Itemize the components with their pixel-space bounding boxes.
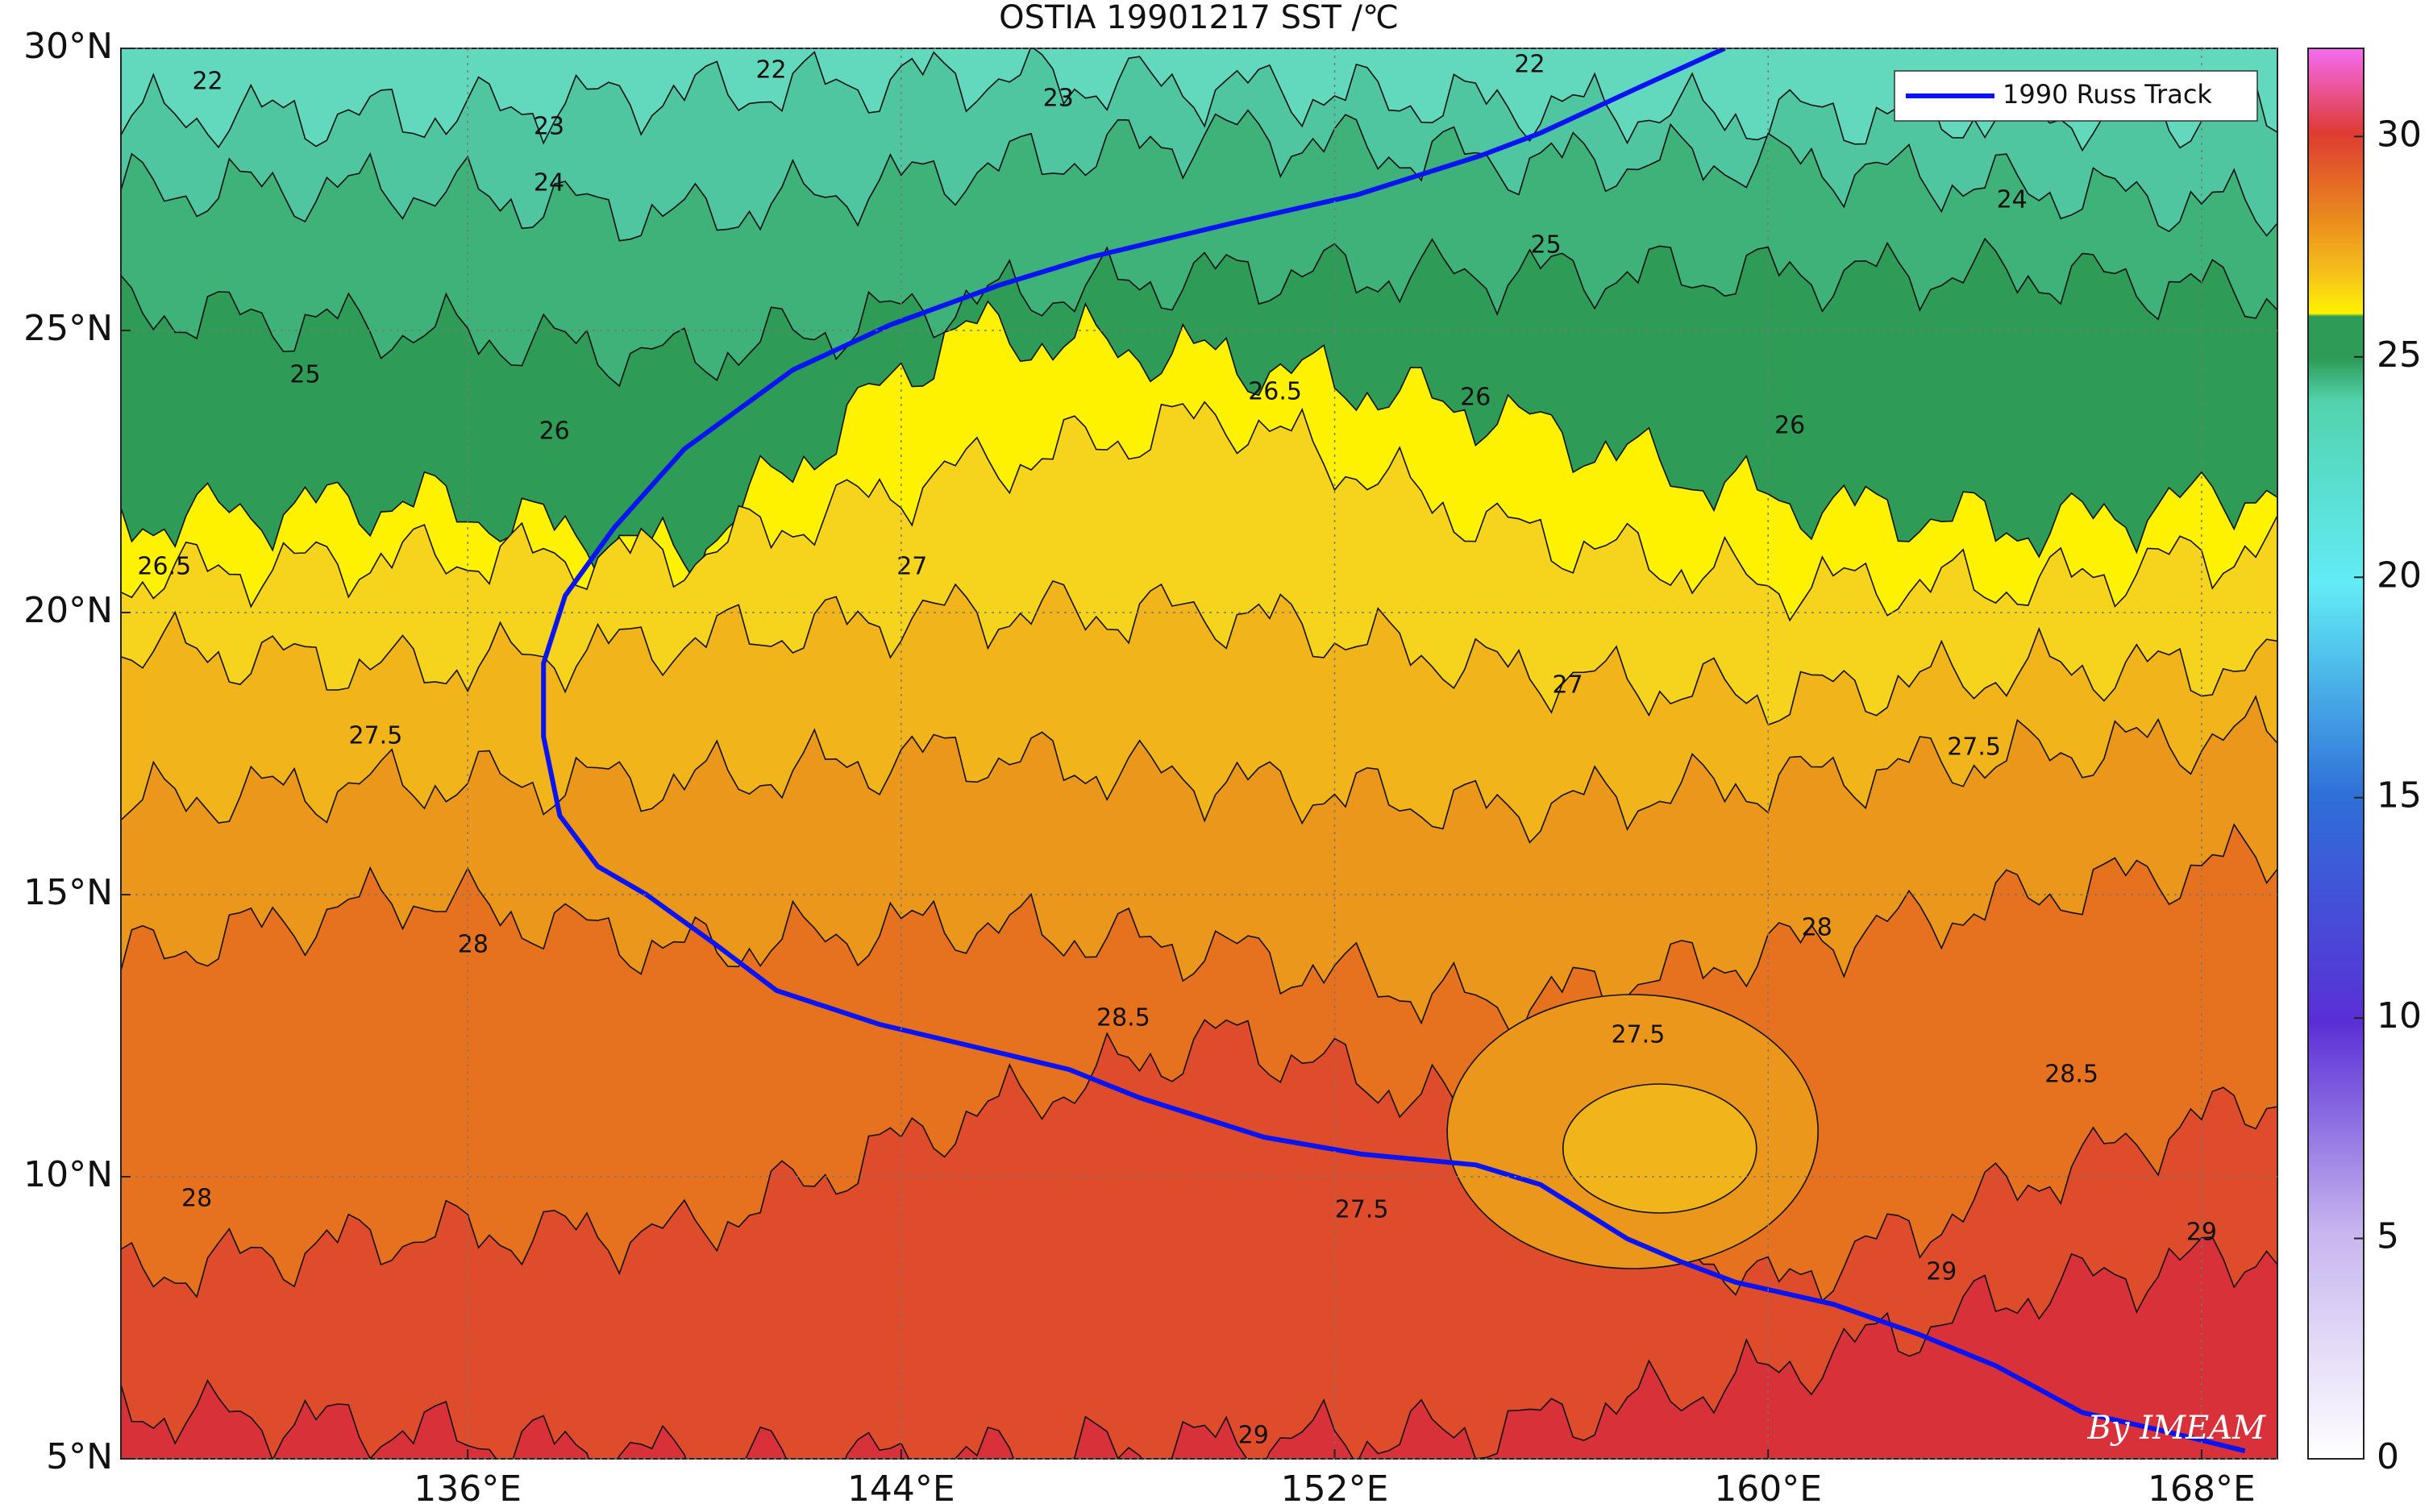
contour-line [121, 401, 2277, 622]
y-tick-label: 25°N [23, 308, 113, 349]
contour-line [121, 300, 2277, 584]
contour-label: 27.5 [348, 722, 402, 750]
plot-frame [120, 48, 2278, 1460]
colorbar-tick-label: 30 [2377, 114, 2422, 155]
contour-label: 25 [1531, 231, 1562, 260]
contour-label: 29 [1926, 1258, 1957, 1286]
y-tick-label: 5°N [46, 1436, 113, 1477]
contour-label: 26.5 [137, 553, 191, 581]
contour-line [121, 1019, 2277, 1302]
contour-line [121, 1236, 2277, 1459]
track-line [541, 48, 2246, 1454]
contour-label: 26 [1460, 384, 1491, 412]
contour-label: 28.5 [1096, 1004, 1150, 1032]
y-tick-label: 15°N [23, 872, 113, 913]
contour-label: 24 [534, 169, 564, 197]
colorbar-tick-label: 10 [2377, 995, 2422, 1036]
watermark: By IMEAM [2086, 1410, 2266, 1447]
colorbar-tick-label: 20 [2377, 555, 2422, 596]
x-tick-label: 136°E [414, 1468, 522, 1510]
x-tick-label: 168°E [2148, 1468, 2256, 1510]
contour-label: 23 [1043, 85, 1074, 113]
contour-label: 27.5 [1612, 1021, 1666, 1049]
contour-label: 27.5 [1335, 1196, 1389, 1224]
contour-line [121, 48, 2277, 152]
contour-label: 28 [181, 1185, 212, 1213]
contour-label: 26.5 [1248, 378, 1302, 406]
contour-line [121, 695, 2277, 844]
sst-band [121, 1237, 2277, 1459]
x-tick-label: 160°E [1714, 1468, 1822, 1510]
colorbar-tick-label: 15 [2377, 775, 2422, 816]
contour-line [121, 823, 2277, 1042]
contour-label: 28 [1802, 914, 1832, 942]
colorbar [2307, 48, 2365, 1460]
x-tick-label: 152°E [1281, 1468, 1389, 1510]
contour-label: 27 [1552, 671, 1583, 700]
map-title: OSTIA 19901217 SST /℃ [999, 0, 1399, 36]
contour-label: 28 [458, 931, 489, 959]
contour-label: 25 [289, 361, 320, 389]
x-tick-label: 144°E [847, 1468, 955, 1510]
contour-label: 26 [539, 417, 570, 446]
contour-label: 22 [755, 56, 786, 85]
sst-patch [1562, 1083, 1757, 1214]
contour-line [121, 109, 2277, 242]
contour-label: 22 [192, 68, 223, 96]
colorbar-tick-label: 25 [2377, 334, 2422, 376]
colorbar-tick-label: 5 [2377, 1216, 2399, 1257]
contour-label: 26 [1774, 412, 1805, 440]
y-tick-label: 20°N [23, 590, 113, 631]
contour-label: 27.5 [1947, 733, 2001, 762]
contour-label: 24 [1997, 186, 2028, 214]
contour-label: 23 [534, 113, 564, 141]
contour-label: 28.5 [2044, 1061, 2098, 1089]
legend-label: 1990 Russ Track [2003, 79, 2212, 110]
y-tick-label: 30°N [23, 26, 113, 67]
contour-label: 22 [1514, 51, 1545, 79]
contour-label: 29 [1238, 1422, 1269, 1450]
colorbar-tick-label: 0 [2377, 1436, 2399, 1477]
contour-line [121, 237, 2277, 388]
y-tick-label: 10°N [23, 1154, 113, 1195]
contour-line [121, 579, 2277, 726]
sst-band [121, 1020, 2277, 1459]
